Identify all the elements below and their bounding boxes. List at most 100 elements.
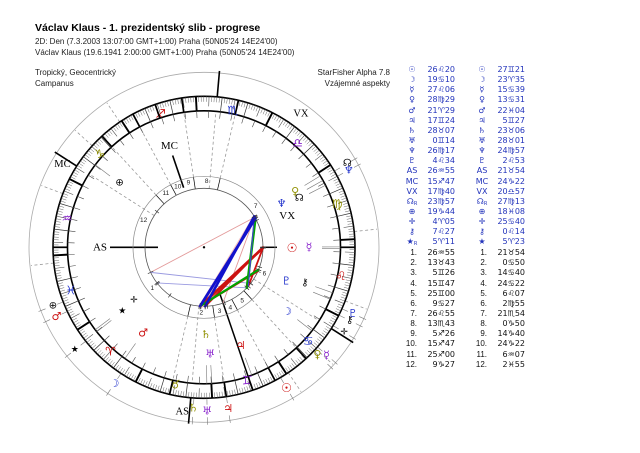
degree-tick	[243, 102, 246, 108]
degree-tick	[262, 109, 266, 115]
natal-planet-glyph: ♄	[188, 401, 198, 414]
degree-tick	[147, 378, 152, 388]
degree-tick	[345, 279, 352, 282]
degree-tick	[152, 384, 155, 390]
degree-tick	[239, 388, 241, 394]
house-number: 6.	[480, 298, 487, 308]
house-row: 5. 25♊00 5. 6♌07	[404, 289, 530, 299]
planet-row: ⚷ 7♌27 ⚷ 0♌14	[404, 227, 530, 237]
degree-tick	[167, 100, 169, 107]
natal-position: 22♓04	[497, 105, 525, 115]
planet-symbol: ★	[478, 237, 486, 247]
degree-tick	[329, 171, 335, 175]
house-cusp-line	[183, 112, 194, 178]
degree-tick	[321, 332, 327, 337]
progressed-cusp: 13♉43	[427, 258, 455, 268]
sign-boundary-line	[277, 361, 288, 375]
degree-tick	[77, 165, 82, 169]
degree-tick	[75, 167, 85, 173]
degree-tick	[274, 374, 278, 380]
planet-row: VX 17♍40 VX 20♎57	[404, 187, 530, 197]
degree-tick-inner	[272, 131, 277, 138]
degree-tick	[328, 175, 338, 182]
aspect-line	[247, 247, 264, 288]
degree-tick-inner	[332, 262, 340, 265]
cusp-band-mark	[154, 104, 161, 119]
degree-tick	[83, 334, 89, 339]
degree-tick-inner	[184, 112, 187, 120]
degree-tick-inner	[330, 216, 338, 219]
natal-position: 20♎57	[497, 186, 525, 196]
planet-pointer-tick	[359, 316, 367, 320]
planet-symbol: ♄	[408, 125, 416, 135]
planet-pointer-tick	[245, 357, 253, 376]
progressed-cusp: 13♏43	[427, 319, 455, 329]
degree-tick	[70, 176, 76, 180]
degree-tick	[128, 116, 132, 122]
natal-axis-line	[330, 327, 354, 344]
degree-tick	[287, 123, 291, 129]
natal-cusp: 14♋40	[497, 268, 525, 278]
progressed-cusp: 25♐00	[427, 349, 455, 359]
aspect-endpoint-tick	[147, 270, 154, 274]
progressed-cusp: 9♋27	[432, 298, 455, 308]
degree-tick	[282, 120, 287, 126]
degree-tick	[126, 372, 130, 377]
house-number-label: 9	[187, 180, 191, 187]
degree-tick	[339, 263, 354, 266]
degree-tick-inner	[89, 317, 96, 323]
degree-tick	[348, 262, 355, 264]
degree-tick	[219, 391, 221, 398]
degree-tick	[257, 372, 264, 387]
planet-symbol: ♃	[478, 115, 486, 125]
degree-tick	[276, 116, 280, 122]
degree-tick	[232, 99, 236, 110]
degree-tick	[89, 148, 95, 153]
planet-pointer-tick	[124, 343, 136, 359]
degree-tick	[175, 390, 177, 396]
degree-tick	[278, 118, 285, 128]
degree-tick-inner	[163, 371, 167, 378]
house-cusp-line	[219, 114, 236, 179]
progressed-position: 19♑44	[427, 206, 455, 216]
planet-symbol: ★R	[406, 237, 418, 248]
degree-tick	[101, 353, 106, 359]
house-row: 2. 13♉43 2. 0♋50	[404, 258, 530, 268]
degree-tick-inner	[243, 370, 247, 378]
degree-tick	[100, 136, 112, 148]
sign-boundary-line	[325, 308, 340, 317]
degree-tick	[332, 315, 338, 319]
planet-symbol: MC	[405, 176, 419, 186]
degree-tick	[243, 102, 249, 117]
natal-position: 27♊21	[497, 65, 525, 74]
degree-tick	[61, 198, 67, 201]
degree-tick	[290, 358, 298, 367]
degree-tick	[159, 377, 165, 392]
degree-tick	[63, 190, 74, 195]
planet-pointer-tick	[117, 373, 121, 380]
natal-cusp-line	[315, 348, 334, 365]
app-info-label: StarFisher Alpha 7.8 Vzájemné aspekty	[190, 68, 390, 89]
degree-tick-inner	[68, 265, 76, 267]
degree-tick	[344, 207, 350, 210]
house-number: 8.	[410, 319, 417, 329]
degree-tick-inner	[274, 355, 279, 362]
degree-tick	[297, 358, 302, 363]
planet-pointer-tick	[353, 163, 361, 168]
planet-row: ♂ 21♈29 ♂ 22♓04	[404, 106, 530, 116]
house-number-label: 12	[140, 217, 148, 224]
degree-tick	[84, 334, 94, 341]
house-row: 4. 15♊47 4. 24♋22	[404, 279, 530, 289]
degree-tick	[291, 363, 296, 368]
progressed-planet-glyph: ♅	[205, 348, 215, 361]
degree-tick	[142, 109, 145, 115]
degree-tick	[335, 183, 341, 186]
house-cusp-line	[187, 304, 191, 317]
degree-tick	[61, 195, 68, 198]
planet-pointer-tick	[95, 318, 111, 330]
degree-tick	[258, 382, 261, 388]
degree-tick	[278, 371, 283, 377]
planet-symbol: ♂	[408, 105, 416, 115]
aspect-endpoint-tick	[154, 281, 160, 285]
degree-tick-inner	[327, 204, 334, 208]
